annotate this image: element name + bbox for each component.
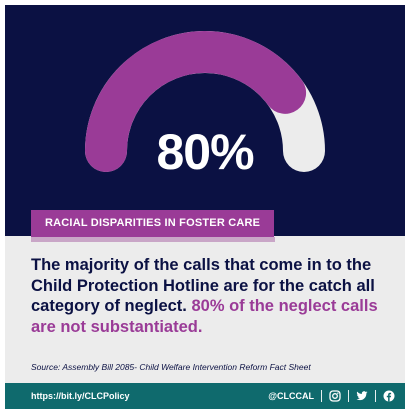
section-banner: RACIAL DISPARITIES IN FOSTER CARE	[31, 210, 275, 237]
body-main-text: The majority of the calls that come in t…	[31, 256, 375, 315]
body-paragraph: The majority of the calls that come in t…	[31, 255, 381, 337]
gauge-fill	[85, 31, 307, 172]
source-note: Source: Assembly Bill 2085- Child Welfar…	[31, 362, 311, 372]
infographic-card: 80% RACIAL DISPARITIES IN FOSTER CARE Th…	[5, 5, 405, 409]
twitter-icon[interactable]	[356, 390, 368, 402]
social-links: @CLCCAL	[268, 383, 395, 409]
body-highlight-text: 80% of the neglect calls are not substan…	[31, 297, 378, 336]
gauge-panel: 80%	[5, 5, 405, 236]
gauge-chart	[85, 31, 325, 172]
divider	[375, 390, 376, 402]
instagram-icon[interactable]	[329, 390, 341, 402]
policy-link[interactable]: https://bit.ly/CLCPolicy	[31, 391, 130, 401]
facebook-icon[interactable]	[383, 390, 395, 402]
percent-value: 80%	[156, 124, 254, 180]
footer-bar: https://bit.ly/CLCPolicy @CLCCAL	[5, 383, 405, 409]
social-handle: @CLCCAL	[268, 391, 314, 401]
banner-underline	[31, 237, 275, 242]
divider	[321, 390, 322, 402]
divider	[348, 390, 349, 402]
